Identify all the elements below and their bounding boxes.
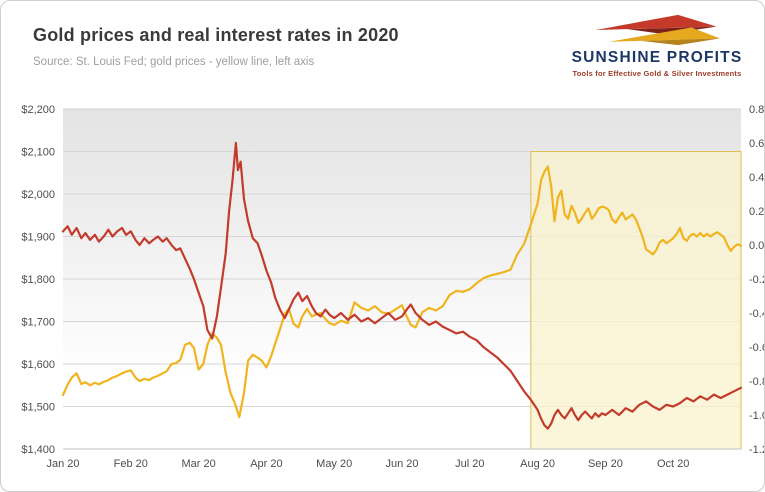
right-axis-tick-label: 0.6 — [749, 138, 764, 150]
logo-brand-name: SUNSHINE PROFITS — [571, 49, 743, 66]
right-axis-tick-label: -1.2 — [749, 444, 765, 456]
right-axis-tick-label: 0.8 — [749, 104, 764, 116]
x-axis-tick-label: May 20 — [316, 458, 352, 470]
chart-header: Gold prices and real interest rates in 2… — [33, 25, 513, 68]
left-axis-tick-label: $2,200 — [21, 104, 55, 116]
right-axis-tick-label: 0.2 — [749, 206, 764, 218]
right-axis-tick-label: -0.4 — [749, 308, 765, 320]
real-interest-rate-line — [61, 141, 743, 430]
logo-tagline: Tools for Effective Gold & Silver Invest… — [572, 69, 742, 78]
left-axis-tick-label: $1,600 — [21, 359, 55, 371]
right-axis-tick-label: 0.4 — [749, 172, 764, 184]
right-axis-tick-label: -0.2 — [749, 274, 765, 286]
logo-dark-gold-arrow — [641, 38, 720, 46]
left-axis-tick-label: $1,800 — [21, 274, 55, 286]
x-axis-tick-label: Aug 20 — [520, 458, 555, 470]
x-axis-tick-label: Oct 20 — [657, 458, 689, 470]
x-axis-tick-label: Jul 20 — [455, 458, 484, 470]
chart-title: Gold prices and real interest rates in 2… — [33, 25, 399, 45]
left-axis-tick-label: $2,100 — [21, 147, 55, 159]
gold-rates-line-chart: $2,200 $2,100 $2,000 $1,900 $1,800 $1,700 $1,6… — [21, 104, 765, 470]
logo-dark-red-arrow — [627, 26, 717, 35]
chart-source-note: Source: St. Louis Fed; gold prices - yel… — [33, 56, 315, 68]
right-axis-tick-label: -0.6 — [749, 342, 765, 354]
logo-arrows-icon — [595, 14, 720, 46]
right-axis-tick-label: 0.0 — [749, 240, 764, 252]
left-axis-tick-label: $2,000 — [21, 189, 55, 201]
x-axis-tick-label: Jan 20 — [46, 458, 79, 470]
logo-gold-arrow — [609, 27, 720, 42]
x-axis-tick-label: Jun 20 — [385, 458, 418, 470]
x-axis-tick-label: Mar 20 — [181, 458, 215, 470]
left-axis-tick-label: $1,700 — [21, 317, 55, 329]
x-axis-tick-label: Sep 20 — [588, 458, 623, 470]
right-axis-tick-label: -0.8 — [749, 376, 765, 388]
left-axis-tick-label: $1,400 — [21, 444, 55, 456]
left-axis-tick-label: $1,500 — [21, 402, 55, 414]
gold-price-line — [61, 165, 743, 419]
logo-red-arrow — [595, 14, 717, 30]
x-axis-tick-label: Apr 20 — [250, 458, 282, 470]
x-axis-tick-label: Feb 20 — [114, 458, 148, 470]
sunshine-profits-logo: SUNSHINE PROFITS Tools for Effective Gol… — [568, 13, 746, 78]
left-axis-tick-label: $1,900 — [21, 232, 55, 244]
right-axis-tick-label: -1.0 — [749, 410, 765, 422]
